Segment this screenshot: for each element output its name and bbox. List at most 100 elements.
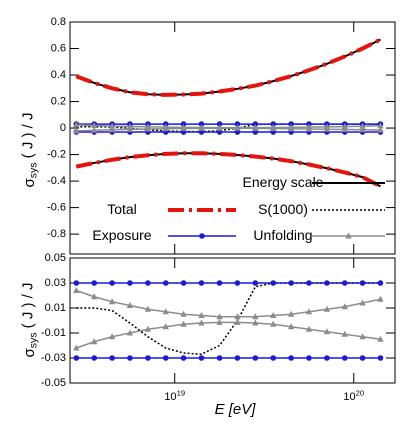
marker [270,355,277,361]
marker [323,125,331,132]
marker [109,280,115,286]
marker [162,125,169,132]
marker [91,126,98,133]
marker [252,313,259,320]
marker [377,335,384,342]
marker [287,125,295,132]
x-tick-label: 1020​ [343,389,364,403]
marker [73,355,80,361]
marker [108,122,116,129]
marker [252,121,259,127]
marker [270,320,277,327]
y-tick-label: -0.01 [41,327,66,339]
marker [288,280,294,286]
y-axis-label: σsys​ ( J ) / J [19,112,39,187]
y-tick-label: -0.03 [41,352,66,364]
marker [323,328,331,335]
marker [108,333,116,340]
marker [341,355,348,361]
series-line [76,282,381,356]
marker [377,126,384,133]
marker [359,280,366,286]
x-axis-label: E [eV] [215,401,257,418]
marker [108,298,116,305]
y-tick-label: 0.6 [51,42,66,54]
marker [287,323,295,330]
legend-label: Energy scale [243,174,324,190]
y-tick-label: -0.8 [47,228,66,240]
marker [73,127,80,134]
series-line [76,152,381,188]
marker [127,355,133,361]
marker [162,308,169,315]
marker [234,124,241,131]
series-line [76,289,381,318]
marker [73,280,80,286]
marker [324,280,330,286]
marker [341,280,348,286]
marker [73,287,80,293]
marker [162,323,169,330]
marker [91,355,98,361]
y-tick-label: 0.03 [45,277,66,289]
marker [162,280,169,286]
marker [145,355,151,361]
marker [216,313,223,320]
marker [234,355,241,361]
marker [91,293,98,300]
marker [287,310,295,317]
series-line [76,123,381,133]
marker [91,280,98,286]
marker [126,125,134,132]
legend-label: S(1000) [258,201,308,217]
series-line [75,37,382,97]
marker [91,338,98,345]
marker [126,329,134,336]
marker [252,355,259,361]
y-tick-label: 0 [60,122,66,134]
y-tick-label: -0.6 [47,202,66,214]
marker [234,121,241,127]
legend-label: Total [107,201,137,217]
marker [252,124,259,131]
series-line [76,321,381,349]
marker [305,125,313,132]
marker [377,280,384,286]
marker [127,280,133,286]
marker [180,280,187,286]
marker [359,299,366,306]
marker [198,124,205,131]
y-tick-label: 0.4 [51,69,66,81]
plot-area [73,280,384,361]
marker [126,302,134,308]
marker [252,280,259,286]
marker [144,125,152,132]
marker [377,122,384,129]
y-tick-label: 0.01 [45,302,66,314]
marker [359,126,366,133]
marker [145,280,151,286]
marker [216,280,223,286]
marker [377,355,384,361]
marker [306,280,312,286]
plot-area [73,37,384,239]
marker [109,355,115,361]
y-axis-label: σsys​ ( J ) / J [19,282,39,357]
marker [198,312,205,318]
marker [341,330,348,337]
marker [377,295,384,302]
marker [305,325,313,332]
y-tick-label: -0.4 [47,175,66,187]
marker [73,121,80,128]
marker [144,325,152,332]
marker [234,318,241,325]
marker [324,355,330,361]
marker [341,126,348,133]
marker [216,121,223,127]
y-tick-label: 0.8 [51,16,66,28]
x-tick-label: 1019​ [164,389,185,403]
series-line [75,151,382,189]
marker [359,333,366,340]
y-tick-label: 0.2 [51,95,66,107]
